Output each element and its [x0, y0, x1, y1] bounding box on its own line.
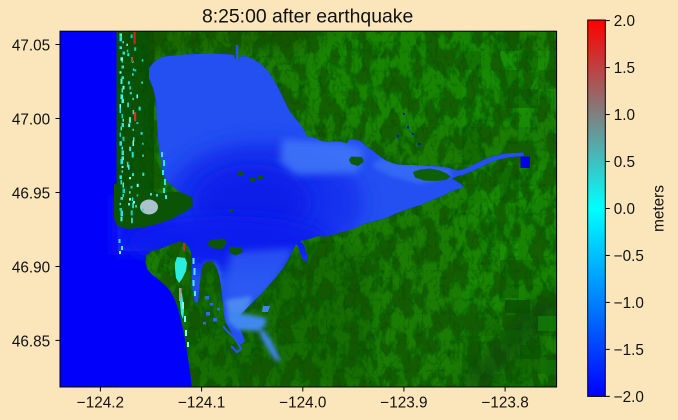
svg-text:47.05: 47.05 [12, 38, 50, 55]
svg-text:2.0: 2.0 [614, 13, 635, 30]
svg-text:−1.0: −1.0 [614, 295, 644, 312]
svg-text:8:25:00 after earthquake: 8:25:00 after earthquake [202, 5, 413, 27]
svg-text:−123.9: −123.9 [380, 394, 427, 411]
svg-text:−0.5: −0.5 [614, 248, 644, 265]
svg-text:46.85: 46.85 [12, 334, 50, 351]
svg-text:47.00: 47.00 [12, 112, 50, 129]
svg-text:meters: meters [651, 185, 668, 232]
svg-text:0.5: 0.5 [614, 154, 635, 171]
svg-text:−1.5: −1.5 [614, 342, 644, 359]
svg-text:0.0: 0.0 [614, 201, 635, 218]
svg-text:−123.8: −123.8 [481, 394, 528, 411]
svg-text:46.90: 46.90 [12, 260, 50, 277]
svg-text:−124.0: −124.0 [279, 394, 326, 411]
svg-text:−124.1: −124.1 [178, 394, 225, 411]
svg-text:−2.0: −2.0 [614, 389, 644, 406]
svg-text:−124.2: −124.2 [77, 394, 124, 411]
svg-text:1.0: 1.0 [614, 107, 635, 124]
svg-text:1.5: 1.5 [614, 60, 635, 77]
svg-text:46.95: 46.95 [12, 186, 50, 203]
